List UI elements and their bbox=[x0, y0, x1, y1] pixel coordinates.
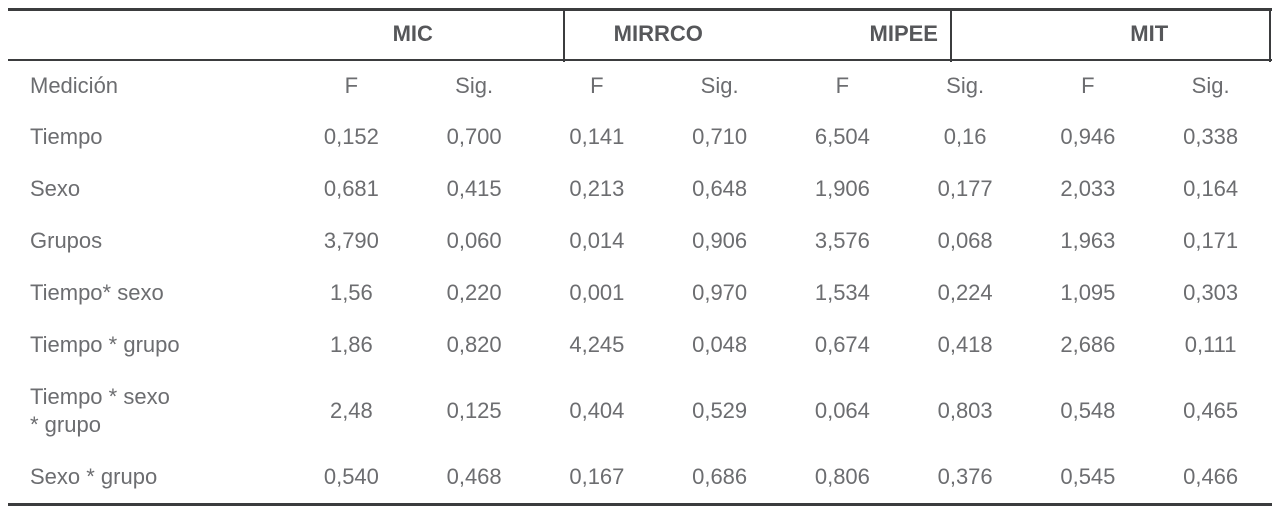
group-header-mipee: MIPEE bbox=[781, 9, 1027, 61]
row-label: Sexo bbox=[30, 176, 81, 201]
row-label: Grupos bbox=[30, 228, 103, 253]
anova-results-table: MIC MIRRCO MIPEE MIT Medición F Sig. F S… bbox=[8, 8, 1272, 506]
value-cell: 0,16 bbox=[943, 124, 987, 149]
value-cell: 1,534 bbox=[814, 280, 870, 305]
table-row-tiempo: Tiempo 0,152 0,700 0,141 0,710 6,504 0,1… bbox=[8, 111, 1272, 163]
value-cell: 0,466 bbox=[1183, 464, 1239, 489]
value-cell: 0,068 bbox=[937, 228, 993, 253]
value-cell: 0,404 bbox=[569, 398, 625, 423]
value-cell: 0,167 bbox=[569, 464, 625, 489]
value-cell: 0,064 bbox=[814, 398, 870, 423]
value-cell: 1,56 bbox=[329, 280, 373, 305]
value-cell: 0,164 bbox=[1183, 176, 1239, 201]
value-cell: 0,177 bbox=[937, 176, 993, 201]
row-label: Tiempo * sexo * grupo bbox=[30, 384, 170, 437]
col-header-f-mipee: F bbox=[835, 73, 850, 98]
table-row-grupos: Grupos 3,790 0,060 0,014 0,906 3,576 0,0… bbox=[8, 215, 1272, 267]
group-header-mirrco: MIRRCO bbox=[535, 9, 781, 61]
value-cell: 0,946 bbox=[1060, 124, 1116, 149]
value-cell: 0,048 bbox=[692, 332, 748, 357]
value-cell: 0,141 bbox=[569, 124, 625, 149]
value-cell: 0,213 bbox=[569, 176, 625, 201]
col-header-sig-mit: Sig. bbox=[1191, 73, 1230, 98]
row-label: Sexo * grupo bbox=[30, 464, 158, 489]
value-cell: 0,224 bbox=[937, 280, 993, 305]
value-cell: 1,095 bbox=[1060, 280, 1116, 305]
col-header-sig-mic: Sig. bbox=[455, 73, 494, 98]
value-cell: 0,529 bbox=[692, 398, 748, 423]
value-cell: 1,906 bbox=[814, 176, 870, 201]
column-header-row: Medición F Sig. F Sig. F Sig. F Sig. bbox=[8, 60, 1272, 111]
table-row-sexo-grupo: Sexo * grupo 0,540 0,468 0,167 0,686 0,8… bbox=[8, 451, 1272, 505]
value-cell: 0,376 bbox=[937, 464, 993, 489]
value-cell: 0,014 bbox=[569, 228, 625, 253]
value-cell: 1,86 bbox=[329, 332, 373, 357]
group-header-row: MIC MIRRCO MIPEE MIT bbox=[8, 9, 1272, 61]
col-header-f-mirrco: F bbox=[590, 73, 604, 98]
value-cell: 0,681 bbox=[323, 176, 379, 201]
table-row-tiempo-grupo: Tiempo * grupo 1,86 0,820 4,245 0,048 0,… bbox=[8, 319, 1272, 371]
value-cell: 0,820 bbox=[446, 332, 502, 357]
value-cell: 0,803 bbox=[937, 398, 993, 423]
col-header-f-mic: F bbox=[344, 73, 359, 98]
value-cell: 0,545 bbox=[1060, 464, 1116, 489]
header-divider-mipee-mit bbox=[950, 9, 952, 62]
value-cell: 0,303 bbox=[1183, 280, 1239, 305]
value-cell: 2,686 bbox=[1060, 332, 1116, 357]
row-header-label: Medición bbox=[30, 73, 119, 98]
table-row-sexo: Sexo 0,681 0,415 0,213 0,648 1,906 0,177… bbox=[8, 163, 1272, 215]
value-cell: 0,418 bbox=[937, 332, 993, 357]
value-cell: 0,220 bbox=[446, 280, 502, 305]
row-label: Tiempo bbox=[30, 124, 103, 149]
value-cell: 0,806 bbox=[814, 464, 870, 489]
value-cell: 0,171 bbox=[1183, 228, 1239, 253]
col-header-f-mit: F bbox=[1081, 73, 1095, 98]
value-cell: 0,540 bbox=[323, 464, 379, 489]
value-cell: 0,674 bbox=[814, 332, 870, 357]
group-header-mic: MIC bbox=[290, 9, 536, 61]
col-header-sig-mirrco: Sig. bbox=[700, 73, 739, 98]
corner-cell bbox=[8, 9, 290, 61]
header-divider-mic-mirrco bbox=[563, 9, 565, 62]
value-cell: 0,125 bbox=[446, 398, 502, 423]
table-row-tiempo-sexo-grupo: Tiempo * sexo * grupo 2,48 0,125 0,404 0… bbox=[8, 371, 1272, 451]
value-cell: 0,686 bbox=[692, 464, 748, 489]
value-cell: 0,415 bbox=[446, 176, 502, 201]
value-cell: 0,338 bbox=[1183, 124, 1239, 149]
value-cell: 0,548 bbox=[1060, 398, 1116, 423]
value-cell: 0,648 bbox=[692, 176, 748, 201]
group-header-mit: MIT bbox=[1026, 9, 1272, 61]
col-header-sig-mipee: Sig. bbox=[946, 73, 985, 98]
value-cell: 0,970 bbox=[692, 280, 748, 305]
row-label: Tiempo* sexo bbox=[30, 280, 164, 305]
value-cell: 3,576 bbox=[814, 228, 870, 253]
value-cell: 2,48 bbox=[329, 398, 373, 423]
value-cell: 2,033 bbox=[1060, 176, 1116, 201]
value-cell: 6,504 bbox=[814, 124, 870, 149]
value-cell: 0,465 bbox=[1183, 398, 1239, 423]
value-cell: 0,906 bbox=[692, 228, 748, 253]
table-row-tiempo-sexo: Tiempo* sexo 1,56 0,220 0,001 0,970 1,53… bbox=[8, 267, 1272, 319]
value-cell: 0,111 bbox=[1184, 332, 1237, 357]
value-cell: 0,700 bbox=[446, 124, 502, 149]
value-cell: 4,245 bbox=[569, 332, 625, 357]
value-cell: 0,468 bbox=[446, 464, 502, 489]
value-cell: 0,060 bbox=[446, 228, 502, 253]
value-cell: 0,710 bbox=[692, 124, 748, 149]
value-cell: 0,152 bbox=[323, 124, 379, 149]
value-cell: 0,001 bbox=[569, 280, 625, 305]
value-cell: 1,963 bbox=[1060, 228, 1116, 253]
header-right-edge-line bbox=[1269, 9, 1271, 62]
value-cell: 3,790 bbox=[323, 228, 379, 253]
row-label: Tiempo * grupo bbox=[30, 332, 180, 357]
